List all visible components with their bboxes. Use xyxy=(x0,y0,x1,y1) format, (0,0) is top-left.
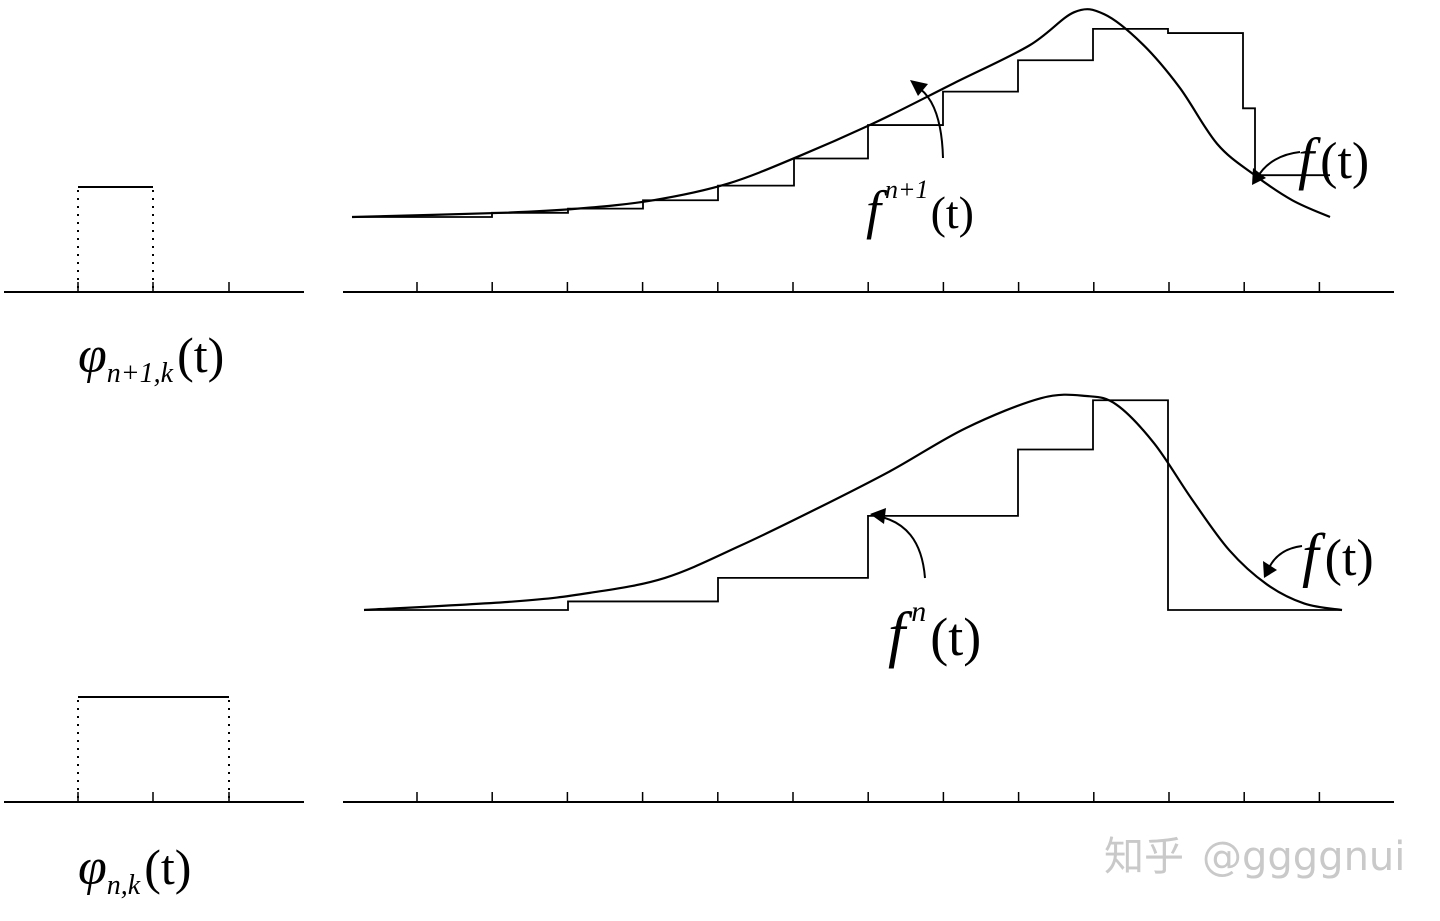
f-top-label: f (t) xyxy=(1298,126,1369,191)
coarse-approximation-panel: f n(t) f (t) xyxy=(343,393,1394,803)
fine-axis-ticks xyxy=(416,282,1321,292)
fine-step-function xyxy=(352,28,1330,218)
fn1-arrowhead xyxy=(910,80,928,96)
phi-fine-basis: φn+1,k(t) xyxy=(4,186,304,389)
fn-pointer-arrow xyxy=(877,515,926,579)
fine-approximation-panel: f n+1(t) f (t) xyxy=(343,8,1394,293)
f-top-arrowhead xyxy=(1252,168,1266,185)
phi-fine-label: φn+1,k(t) xyxy=(78,327,224,389)
fn-arrowhead xyxy=(870,508,886,524)
fine-f-curve xyxy=(351,8,1331,219)
coarse-axis-ticks xyxy=(416,792,1321,802)
watermark-handle: @ggggnui xyxy=(1202,834,1405,880)
watermark-brand: 知乎 xyxy=(1104,834,1184,880)
fn1-label: f n+1(t) xyxy=(866,175,974,240)
f-bottom-label: f (t) xyxy=(1302,522,1374,588)
fn-label: f n(t) xyxy=(888,595,981,669)
f-top-pointer-arrow xyxy=(1256,151,1301,179)
f-bottom-arrowhead xyxy=(1263,561,1277,578)
f-bottom-pointer-arrow xyxy=(1267,545,1303,571)
fn1-pointer-arrow xyxy=(915,85,944,159)
watermark: 知乎 @ggggnui xyxy=(1104,834,1405,880)
coarse-f-curve xyxy=(363,393,1343,612)
coarse-step-function xyxy=(364,399,1342,611)
phi-coarse-label: φn,k(t) xyxy=(78,839,191,901)
phi-coarse-basis: φn,k(t) xyxy=(4,696,304,901)
